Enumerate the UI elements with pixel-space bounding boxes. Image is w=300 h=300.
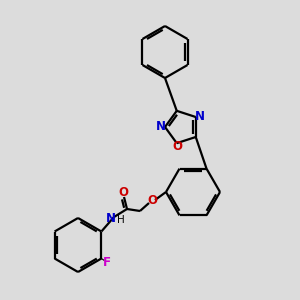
Text: O: O [147, 194, 157, 208]
Text: O: O [173, 140, 183, 153]
Text: N: N [106, 212, 116, 226]
Text: O: O [118, 185, 128, 199]
Text: N: N [156, 121, 166, 134]
Text: N: N [195, 110, 205, 122]
Text: H: H [117, 215, 125, 225]
Text: F: F [102, 256, 110, 269]
